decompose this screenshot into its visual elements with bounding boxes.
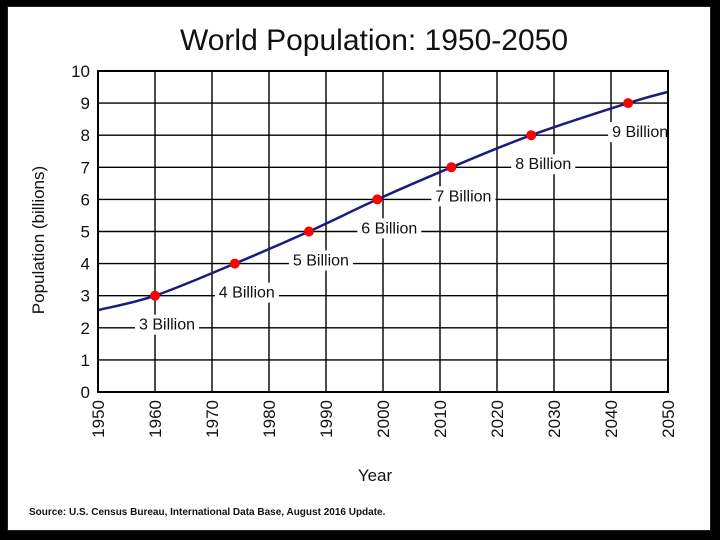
x-tick-label: 1950 (89, 400, 108, 438)
milestone-label-bg (608, 122, 673, 143)
plot-border (97, 70, 669, 393)
milestone-marker (526, 130, 537, 141)
milestone-label: 3 Billion (139, 317, 195, 334)
y-tick-label: 6 (81, 190, 90, 209)
y-tick-label: 1 (81, 351, 90, 370)
milestone-label: 7 Billion (435, 188, 491, 205)
source-note: Source: U.S. Census Bureau, Internationa… (29, 507, 386, 518)
milestone-label: 5 Billion (293, 253, 349, 270)
milestone-label: 8 Billion (515, 156, 571, 173)
milestone-label-bg (431, 186, 496, 207)
x-tick-label: 1960 (146, 400, 165, 438)
chart-title: World Population: 1950-2050 (180, 24, 568, 57)
milestone-label-bg (357, 218, 422, 239)
milestone-marker (229, 258, 240, 269)
milestone-label: 4 Billion (219, 285, 275, 302)
y-tick-label: 9 (81, 94, 90, 113)
chart-frame (7, 6, 711, 531)
milestone-marker (623, 98, 634, 109)
milestone-markers (150, 98, 634, 301)
x-tick-label: 1970 (203, 400, 222, 438)
y-tick-label: 0 (81, 383, 90, 402)
milestone-label-bg (135, 314, 200, 335)
milestone-label-bg (288, 250, 353, 271)
y-tick-label: 4 (81, 255, 90, 274)
x-tick-label: 2000 (374, 400, 393, 438)
x-tick-label: 2020 (488, 400, 507, 438)
milestone-label-bg (214, 282, 279, 303)
milestone-marker (446, 162, 457, 173)
x-tick-label: 1990 (317, 400, 336, 438)
y-tick-label: 3 (81, 287, 90, 306)
x-tick-label: 2010 (431, 400, 450, 438)
x-axis-label: Year (358, 466, 393, 485)
label-leaders (135, 122, 673, 335)
y-tick-label: 10 (71, 62, 90, 81)
y-tick-label: 5 (81, 223, 90, 242)
y-tick-label: 8 (81, 126, 90, 145)
milestone-marker (372, 194, 383, 205)
y-tick-label: 2 (81, 319, 90, 338)
x-tick-label: 1980 (260, 400, 279, 438)
x-tick-label: 2050 (659, 400, 678, 438)
y-tick-labels: 0 1 2 3 4 5 6 7 8 9 10 (71, 62, 90, 402)
milestone-labels: 3 Billion 4 Billion 5 Billion 6 Billion 7 Bi… (139, 124, 668, 334)
x-tick-label: 2040 (602, 400, 621, 438)
x-tick-labels: 1950 1960 1970 1980 1990 2000 2010 2020 2030 2040… (89, 400, 678, 438)
milestone-marker (303, 226, 314, 237)
x-tick-label: 2030 (545, 400, 564, 438)
y-tick-label: 7 (81, 158, 90, 177)
milestone-label: 6 Billion (361, 220, 417, 237)
milestone-marker (150, 290, 160, 301)
y-axis-label: Population (billions) (29, 166, 48, 314)
milestone-label: 9 Billion (612, 124, 668, 141)
milestone-label-bg (511, 154, 576, 175)
